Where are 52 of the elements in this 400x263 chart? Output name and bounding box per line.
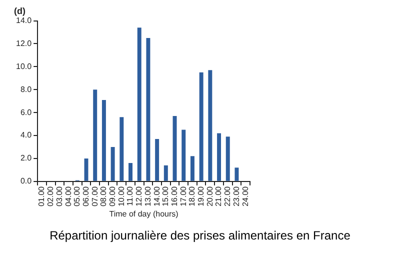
y-tick-label: 0.0 bbox=[20, 176, 32, 186]
x-tick-label: 23.00 bbox=[232, 186, 241, 206]
bar bbox=[164, 165, 168, 181]
bar bbox=[155, 138, 160, 181]
x-tick-label: 20.00 bbox=[205, 186, 214, 206]
x-tick-label: 18.00 bbox=[188, 186, 197, 206]
x-tick-label: 03.00 bbox=[54, 186, 64, 206]
y-tick-label: 2.0 bbox=[20, 154, 32, 163]
x-tick-label: 07.00 bbox=[90, 186, 100, 206]
x-tick-label: 08.00 bbox=[99, 186, 108, 206]
y-tick-label: 8.0 bbox=[20, 84, 32, 94]
x-tick-label: 16.00 bbox=[170, 186, 179, 206]
y-tick-label: 14.0 bbox=[16, 16, 32, 26]
bar bbox=[93, 90, 98, 181]
x-tick-label: 21.00 bbox=[214, 186, 224, 206]
bar bbox=[137, 28, 142, 181]
bar bbox=[102, 100, 106, 181]
bar bbox=[182, 130, 186, 181]
bar bbox=[208, 70, 212, 181]
x-tick-label: 06.00 bbox=[81, 186, 90, 206]
bar bbox=[226, 136, 230, 181]
y-tick-label: 6.0 bbox=[20, 108, 32, 117]
x-tick-label: 22.00 bbox=[223, 186, 232, 206]
y-tick-label: 10.0 bbox=[16, 62, 32, 71]
bar bbox=[146, 38, 150, 181]
bar bbox=[110, 146, 115, 181]
bar bbox=[120, 117, 124, 181]
x-tick-label: 13.00 bbox=[143, 186, 152, 206]
x-tick-label: 05.00 bbox=[72, 186, 82, 206]
bar bbox=[234, 168, 239, 181]
x-tick-label: 12.00 bbox=[134, 186, 144, 206]
x-tick-label: 02.00 bbox=[46, 186, 56, 206]
x-tick-label: 24.00 bbox=[240, 186, 250, 206]
bar bbox=[172, 116, 177, 181]
x-tick-label: 09.00 bbox=[108, 186, 118, 206]
y-tick-label: 4.0 bbox=[20, 130, 32, 140]
bar bbox=[190, 156, 194, 181]
x-tick-label: 17.00 bbox=[178, 186, 188, 206]
x-tick-label: 10.00 bbox=[116, 186, 126, 206]
x-tick-label: 11.00 bbox=[126, 186, 135, 206]
chart-title: (d) bbox=[14, 6, 26, 16]
bar bbox=[199, 72, 204, 181]
y-tick-label: 12.0 bbox=[16, 38, 32, 48]
bar bbox=[128, 163, 132, 181]
x-tick-label: 14.00 bbox=[152, 186, 162, 206]
x-tick-label: 15.00 bbox=[161, 186, 170, 206]
x-tick-label: 04.00 bbox=[64, 186, 73, 206]
x-axis-title: Time of day (hours) bbox=[109, 209, 179, 218]
x-tick-label: 19.00 bbox=[196, 186, 206, 206]
x-tick-label: 01.00 bbox=[37, 186, 46, 206]
bar bbox=[217, 133, 222, 181]
text: Répartition journalière des prises alimentaires en France bbox=[50, 228, 351, 242]
